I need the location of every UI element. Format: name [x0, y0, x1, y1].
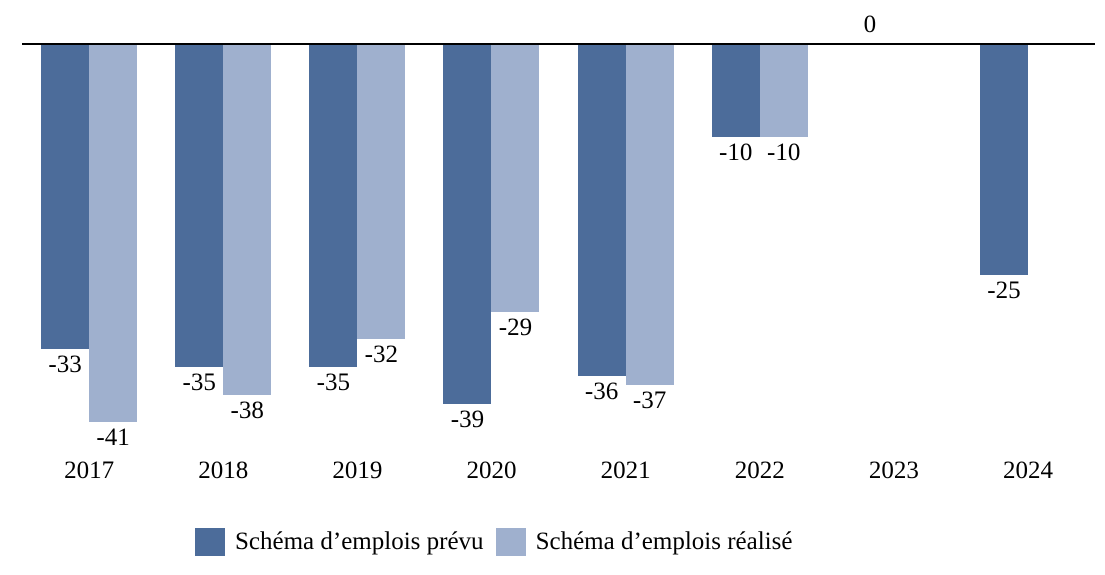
bar-prevu-2024: [979, 45, 1028, 275]
bar-prevu-2018: [175, 45, 224, 367]
bar-realise-2021: [625, 45, 674, 386]
bar-realise-2022: [759, 45, 808, 137]
value-label-prevu-2020: -39: [450, 405, 485, 433]
value-label-prevu-2021: -36: [584, 378, 619, 406]
value-label-prevu-2024: -25: [987, 277, 1021, 304]
bar-prevu-2021: [577, 45, 626, 377]
legend-label-prevu: Schéma d’emplois prévu: [235, 528, 484, 555]
value-label-realise-2018: -38: [230, 396, 264, 424]
value-label-prevu-2019: -35: [316, 369, 350, 396]
category-label-2018: 2018: [198, 457, 249, 484]
bar-realise-2019: [357, 45, 406, 340]
value-label-realise-2017: -41: [96, 424, 130, 452]
legend-swatch-realise: [495, 528, 526, 556]
category-label-2019: 2019: [332, 457, 383, 484]
bar-realise-2018: [223, 45, 272, 395]
bar-prevu-2017: [41, 45, 90, 349]
value-label-prevu-2018: -35: [182, 369, 216, 396]
bar-prevu-2020: [443, 45, 492, 404]
bar-prevu-2022: [711, 45, 760, 137]
category-label-2023: 2023: [868, 457, 919, 484]
bar-realise-2020: [491, 45, 540, 312]
category-label-2022: 2022: [734, 457, 785, 484]
legend-item-prevu: Schéma d’emplois prévu: [195, 527, 484, 557]
category-label-2020: 2020: [466, 457, 517, 484]
legend-swatch-prevu: [195, 528, 225, 556]
legend-item-realise: Schéma d’emplois réalisé: [495, 527, 793, 557]
bar-realise-2017: [89, 45, 138, 423]
legend-label-realise: Schéma d’emplois réalisé: [535, 528, 793, 555]
legend: Schéma d’emplois prévu Schéma d’emplois …: [195, 527, 792, 557]
value-label-realise-2019: -32: [364, 341, 398, 369]
category-label-2024: 2024: [1002, 457, 1053, 484]
value-label-prevu-2023: 0: [863, 11, 877, 38]
category-label-2017: 2017: [64, 457, 115, 484]
value-label-realise-2020: -29: [498, 313, 533, 341]
category-label-2021: 2021: [600, 457, 651, 484]
value-label-realise-2022: -10: [767, 139, 801, 166]
bar-prevu-2019: [309, 45, 358, 367]
value-label-prevu-2017: -33: [48, 350, 82, 378]
value-label-prevu-2022: -10: [719, 139, 753, 166]
value-label-realise-2021: -37: [632, 387, 667, 415]
x-axis-zero-line: [22, 43, 1095, 45]
